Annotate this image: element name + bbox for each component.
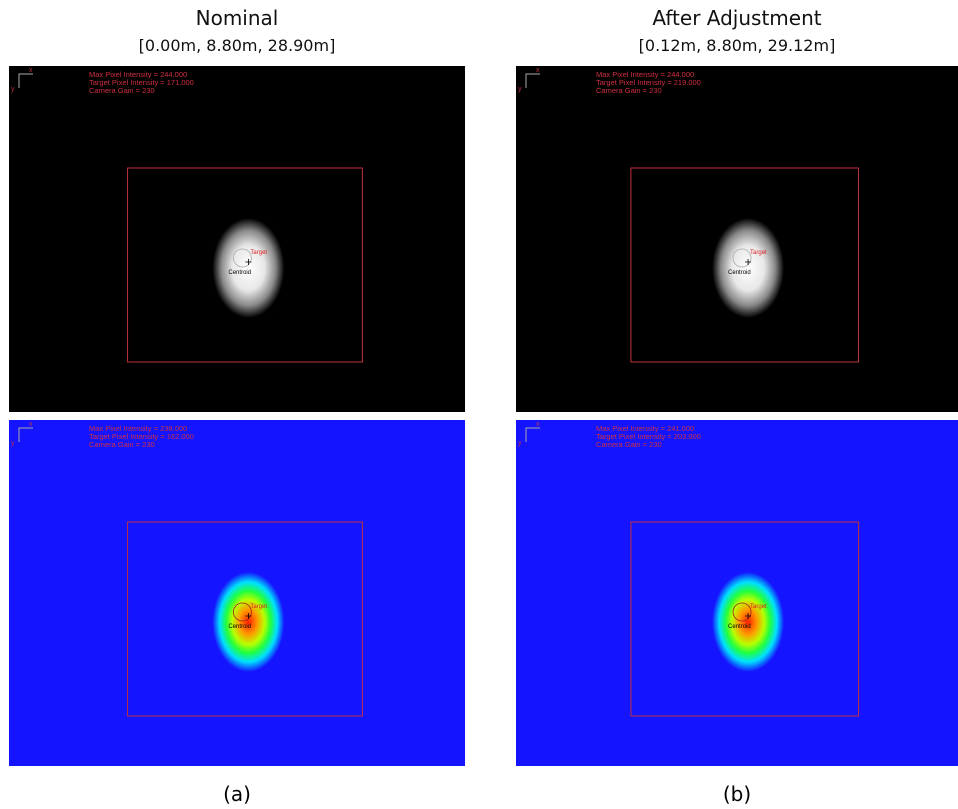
- axis-y-label: y: [11, 86, 15, 93]
- axis-y-label: y: [518, 86, 522, 93]
- readout-line: Camera Gain = 230: [596, 440, 662, 449]
- figure: Nominal[0.00m, 8.80m, 28.90m](a)xyMax Pi…: [0, 0, 958, 809]
- axis-x-label: x: [29, 67, 33, 74]
- position-label: [0.12m, 8.80m, 29.12m]: [516, 36, 958, 55]
- axis-x-label: x: [29, 421, 33, 428]
- target-label: Target: [250, 604, 267, 610]
- caption: (b): [516, 782, 958, 806]
- light-spot: [212, 218, 284, 318]
- column-title: After Adjustment: [516, 6, 958, 30]
- column: After Adjustment [0.12m, 8.80m, 29.12m] (b…: [516, 0, 958, 809]
- target-label: Target: [750, 250, 767, 256]
- readout-line: Camera Gain = 230: [596, 86, 662, 95]
- axis-x-label: x: [536, 421, 540, 428]
- target-label: Target: [750, 604, 767, 610]
- light-spot: [712, 218, 784, 318]
- centroid-label: Centroid: [728, 624, 751, 630]
- readout-line: Camera Gain = 230: [89, 440, 155, 449]
- light-spot: [712, 572, 784, 672]
- axis-y-label: y: [11, 440, 15, 447]
- readout-line: Camera Gain = 230: [89, 86, 155, 95]
- target-label: Target: [250, 250, 267, 256]
- centroid-label: Centroid: [228, 624, 251, 630]
- centroid-label: Centroid: [228, 270, 251, 276]
- caption: (a): [9, 782, 465, 806]
- axis-y-label: y: [518, 440, 522, 447]
- light-spot: [212, 572, 284, 672]
- axis-x-label: x: [536, 67, 540, 74]
- position-label: [0.00m, 8.80m, 28.90m]: [9, 36, 465, 55]
- centroid-label: Centroid: [728, 270, 751, 276]
- column-title: Nominal: [9, 6, 465, 30]
